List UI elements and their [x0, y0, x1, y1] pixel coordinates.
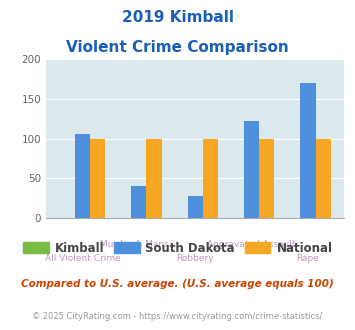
- Bar: [90, 139, 105, 218]
- Legend: Kimball, South Dakota, National: Kimball, South Dakota, National: [18, 237, 337, 259]
- Text: © 2025 CityRating.com - https://www.cityrating.com/crime-statistics/: © 2025 CityRating.com - https://www.city…: [32, 312, 323, 321]
- Text: 2019 Kimball: 2019 Kimball: [121, 10, 234, 25]
- Text: Violent Crime Comparison: Violent Crime Comparison: [66, 40, 289, 54]
- Text: All Violent Crime: All Violent Crime: [45, 254, 120, 263]
- Text: Robbery: Robbery: [176, 254, 214, 263]
- Bar: [75, 134, 90, 218]
- Bar: [188, 196, 203, 218]
- Text: Murder & Mans...: Murder & Mans...: [100, 240, 178, 249]
- Bar: [316, 139, 331, 218]
- Bar: [131, 186, 147, 218]
- Bar: [259, 139, 274, 218]
- Bar: [300, 83, 316, 218]
- Bar: [203, 139, 218, 218]
- Text: Compared to U.S. average. (U.S. average equals 100): Compared to U.S. average. (U.S. average …: [21, 279, 334, 289]
- Bar: [147, 139, 162, 218]
- Bar: [244, 121, 259, 218]
- Text: Rape: Rape: [296, 254, 320, 263]
- Text: Aggravated Assault: Aggravated Assault: [207, 240, 296, 249]
